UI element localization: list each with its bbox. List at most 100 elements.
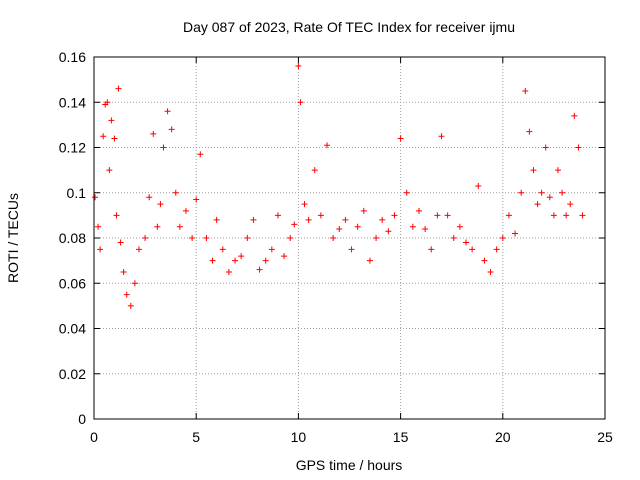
data-point xyxy=(232,257,239,264)
data-point xyxy=(95,223,102,230)
data-point xyxy=(579,212,586,219)
data-point xyxy=(164,108,171,115)
data-point xyxy=(106,167,113,174)
data-point xyxy=(422,225,429,232)
data-point xyxy=(244,235,251,241)
data-point xyxy=(434,212,441,219)
data-point xyxy=(575,144,582,151)
data-point xyxy=(342,216,349,223)
data-point xyxy=(97,246,104,253)
data-point xyxy=(538,189,545,196)
data-point xyxy=(379,216,386,223)
x-tick-label: 25 xyxy=(597,429,613,445)
data-point xyxy=(92,194,99,201)
data-point xyxy=(571,112,578,119)
data-point xyxy=(463,239,470,246)
chart-title: Day 087 of 2023, Rate Of TEC Index for r… xyxy=(183,19,515,35)
data-point xyxy=(354,223,361,230)
data-point xyxy=(542,144,549,151)
data-point xyxy=(197,151,204,158)
data-point xyxy=(526,128,533,135)
data-point xyxy=(297,99,304,106)
data-point xyxy=(550,212,557,219)
data-point xyxy=(104,99,111,106)
data-point xyxy=(456,223,463,230)
data-point xyxy=(534,201,541,208)
data-point xyxy=(135,246,142,253)
data-point xyxy=(295,63,302,70)
y-axis-label: ROTI / TECUs xyxy=(5,193,21,283)
data-point xyxy=(189,235,196,241)
data-point xyxy=(493,246,500,253)
data-point xyxy=(530,167,537,174)
y-tick-label: 0.12 xyxy=(59,140,86,156)
data-point xyxy=(160,144,167,151)
data-point xyxy=(168,126,175,133)
x-axis-label: GPS time / hours xyxy=(296,457,403,473)
data-point xyxy=(373,235,380,241)
data-point xyxy=(281,253,288,260)
data-point xyxy=(213,216,220,223)
data-point xyxy=(360,207,367,214)
y-tick-label: 0.06 xyxy=(59,275,86,291)
data-point xyxy=(268,246,275,253)
data-point xyxy=(450,235,457,241)
data-point xyxy=(366,257,373,264)
data-point xyxy=(182,207,189,214)
data-point xyxy=(499,235,506,241)
data-point xyxy=(146,194,153,201)
y-tick-label: 0.04 xyxy=(59,321,86,337)
data-point xyxy=(522,87,529,94)
data-point xyxy=(150,130,157,137)
data-point xyxy=(487,268,494,275)
data-point xyxy=(291,221,298,228)
y-tick-label: 0.14 xyxy=(59,94,86,110)
data-point xyxy=(172,189,179,196)
data-point xyxy=(100,133,107,140)
data-point xyxy=(428,246,435,253)
data-point xyxy=(238,253,245,260)
data-point xyxy=(256,266,263,273)
data-point xyxy=(546,194,553,201)
grid-lines xyxy=(94,57,605,419)
data-point xyxy=(505,212,512,219)
data-point xyxy=(311,167,318,174)
data-point xyxy=(554,167,561,174)
data-point xyxy=(262,257,269,264)
data-point xyxy=(444,212,451,219)
data-point xyxy=(317,212,324,219)
data-point xyxy=(225,268,232,275)
data-point xyxy=(157,201,164,208)
x-tick-label: 20 xyxy=(495,429,511,445)
x-tick-label: 10 xyxy=(291,429,307,445)
data-point xyxy=(274,212,281,219)
data-point xyxy=(250,216,257,223)
data-point xyxy=(475,182,482,189)
data-point xyxy=(209,257,216,264)
data-point xyxy=(115,85,122,92)
data-point xyxy=(403,189,410,196)
y-tick-label: 0.16 xyxy=(59,49,86,65)
data-point xyxy=(563,212,570,219)
data-point xyxy=(117,239,124,246)
data-point xyxy=(415,207,422,214)
data-point xyxy=(324,142,331,149)
data-point xyxy=(176,223,183,230)
data-point xyxy=(113,212,120,219)
data-point xyxy=(203,235,210,241)
data-point xyxy=(391,212,398,219)
x-tick-label: 15 xyxy=(393,429,409,445)
data-point xyxy=(348,246,355,253)
data-point xyxy=(301,201,308,208)
data-point xyxy=(154,223,161,230)
data-point xyxy=(219,246,226,253)
data-point xyxy=(567,201,574,208)
y-tick-label: 0.1 xyxy=(67,185,87,201)
data-point xyxy=(512,230,519,237)
data-point xyxy=(193,196,200,203)
data-point xyxy=(385,228,392,235)
data-point xyxy=(330,235,337,241)
data-point xyxy=(481,257,488,264)
